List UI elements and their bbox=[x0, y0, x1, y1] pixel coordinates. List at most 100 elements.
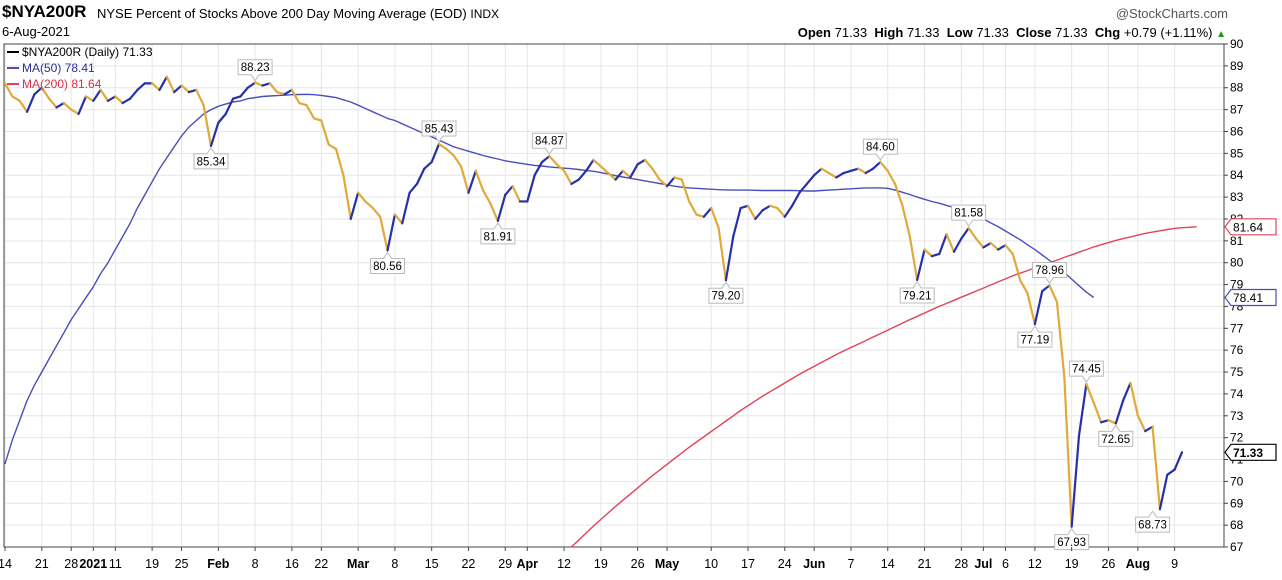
price-segment bbox=[496, 193, 507, 223]
chg-value: +0.79 (+1.11%) bbox=[1123, 25, 1213, 40]
price-segment bbox=[371, 206, 382, 218]
price-segment bbox=[40, 86, 51, 100]
x-axis: 14 21 28 2021 11 19 25 Feb 8 16 22 Mar 8 15 22 29 Apr 12 1… bbox=[0, 547, 1178, 571]
price-segment bbox=[1077, 382, 1088, 437]
value-annotations: 85.34 88.23 80.56 85.43 81.91 84.87 79.20 84.60… bbox=[193, 59, 1171, 551]
price-segment bbox=[357, 191, 367, 203]
price-segment bbox=[871, 160, 882, 170]
price-segment bbox=[629, 163, 639, 179]
price-segment bbox=[1026, 292, 1036, 326]
price-segment bbox=[18, 99, 29, 113]
price-segment bbox=[327, 143, 338, 151]
price-segment bbox=[599, 165, 610, 175]
price-segment bbox=[349, 191, 360, 221]
x-tick-label: 8 bbox=[252, 557, 259, 571]
last-value-tag: 78.41 bbox=[1224, 288, 1277, 307]
value-callout: 85.43 bbox=[421, 120, 457, 143]
callout-label: 85.43 bbox=[425, 123, 454, 135]
price-segment bbox=[827, 171, 838, 179]
x-tick-label: Mar bbox=[347, 557, 369, 571]
y-tick-label: 70 bbox=[1230, 474, 1244, 488]
price-segment bbox=[386, 213, 396, 252]
price-segment bbox=[48, 97, 58, 109]
last-value-tags: 81.64 78.41 71.33 bbox=[1224, 218, 1277, 461]
price-segment bbox=[886, 169, 897, 186]
callout-box bbox=[531, 132, 567, 156]
price-segment bbox=[165, 75, 176, 94]
callout-label: 72.65 bbox=[1101, 434, 1130, 446]
x-tick-label: May bbox=[655, 557, 679, 571]
price-segment bbox=[636, 158, 647, 166]
tag-label: 71.33 bbox=[1233, 446, 1263, 460]
callout-label: 80.56 bbox=[373, 261, 402, 273]
price-segment bbox=[776, 206, 786, 218]
price-segment bbox=[754, 209, 764, 221]
legend-ma200: MA(200) 81.64 bbox=[22, 77, 102, 91]
price-segment bbox=[791, 191, 801, 207]
price-segment bbox=[710, 206, 720, 229]
price-segment bbox=[261, 82, 271, 87]
price-segment bbox=[1041, 284, 1051, 293]
x-tick-label: 29 bbox=[498, 557, 512, 571]
price-segment bbox=[908, 235, 919, 282]
tag-box bbox=[1224, 443, 1277, 461]
price-segment bbox=[923, 248, 933, 258]
value-callout: 77.19 bbox=[1017, 325, 1053, 348]
y-tick-label: 74 bbox=[1230, 387, 1244, 401]
y-tick-label: 84 bbox=[1230, 168, 1244, 182]
y-tick-label: 77 bbox=[1230, 321, 1244, 335]
price-segment bbox=[842, 169, 853, 175]
price-segment bbox=[1151, 425, 1162, 511]
price-segment bbox=[290, 88, 301, 105]
price-segment bbox=[452, 154, 463, 168]
price-segment bbox=[1114, 399, 1125, 425]
y-tick-label: 68 bbox=[1230, 518, 1244, 532]
grid-lines bbox=[4, 43, 1224, 548]
x-tick-label: 19 bbox=[594, 557, 608, 571]
value-callout: 78.96 bbox=[1032, 261, 1068, 285]
price-segment bbox=[393, 213, 404, 225]
price-segment bbox=[680, 178, 691, 203]
price-segment bbox=[857, 167, 867, 175]
price-segment bbox=[621, 169, 632, 179]
price-segment bbox=[11, 95, 21, 102]
price-segment bbox=[195, 88, 205, 107]
value-callout: 88.23 bbox=[237, 59, 273, 82]
open-value: 71.33 bbox=[834, 25, 868, 40]
price-segment bbox=[585, 158, 595, 172]
y-tick-label: 79 bbox=[1230, 278, 1244, 292]
value-callout: 67.93 bbox=[1054, 527, 1090, 551]
price-segment bbox=[180, 84, 191, 94]
y-tick-label: 81 bbox=[1230, 234, 1244, 248]
callout-box bbox=[421, 120, 457, 143]
price-segment bbox=[1158, 473, 1169, 511]
price-segment bbox=[99, 88, 110, 102]
price-segment bbox=[989, 241, 1000, 251]
price-segment bbox=[3, 82, 14, 98]
price-segment bbox=[158, 75, 168, 92]
up-arrow-icon: ▲ bbox=[1216, 29, 1226, 40]
callout-box bbox=[1068, 360, 1104, 383]
price-segment bbox=[33, 86, 43, 96]
x-tick-label: 14 bbox=[0, 557, 12, 571]
price-segment bbox=[430, 142, 441, 164]
y-tick-label: 75 bbox=[1230, 365, 1244, 379]
brand-logo: @StockCharts.com bbox=[1115, 6, 1228, 21]
callout-label: 67.93 bbox=[1057, 537, 1086, 549]
callout-label: 84.60 bbox=[866, 142, 895, 154]
callout-label: 81.58 bbox=[954, 208, 983, 220]
y-tick-label: 85 bbox=[1230, 146, 1244, 160]
price-segment bbox=[960, 227, 970, 240]
price-segment bbox=[688, 200, 698, 216]
price-segment bbox=[1070, 434, 1081, 528]
value-callout: 84.60 bbox=[862, 138, 898, 161]
ohlc-readout: Open 71.33 High 71.33 Low 71.33 Close 71… bbox=[798, 25, 1226, 40]
symbol-description: NYSE Percent of Stocks Above 200 Day Mov… bbox=[97, 6, 499, 21]
high-value: 71.33 bbox=[906, 25, 940, 40]
price-segment bbox=[312, 117, 323, 122]
price-segment bbox=[217, 112, 227, 124]
tag-label: 78.41 bbox=[1233, 291, 1263, 305]
price-segment bbox=[305, 104, 316, 120]
value-callout: 85.34 bbox=[193, 147, 229, 170]
